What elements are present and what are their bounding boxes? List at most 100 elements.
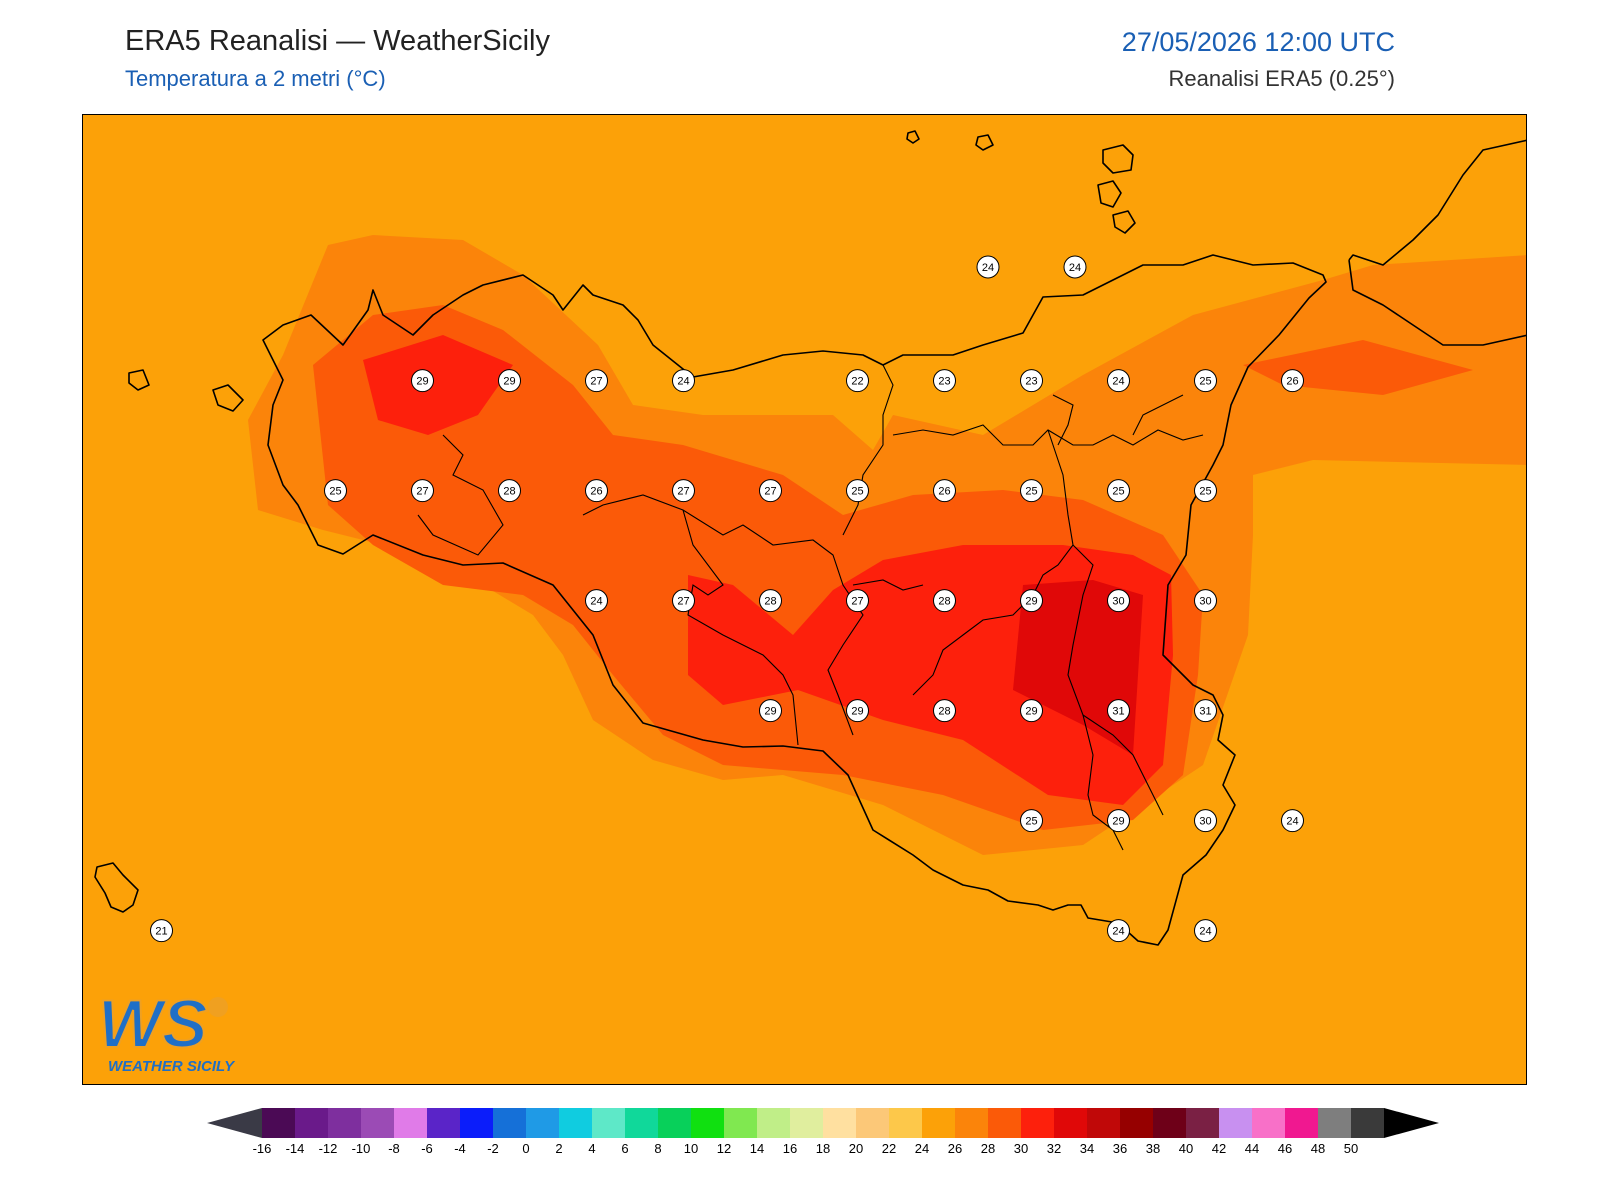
station-label: 30 [1194,589,1217,613]
station-marker [411,369,434,393]
colorbar-swatch [493,1108,526,1138]
colorbar-swatch [823,1108,856,1138]
station-marker [1107,479,1130,503]
station-label: 25 [324,479,347,503]
station-marker [585,369,608,393]
logo-letters: WS [98,986,208,1062]
station-temp: 27 [590,376,602,388]
station-marker [846,699,869,723]
station-temp: 31 [1199,706,1211,718]
fill-t30 [363,335,1173,805]
station-label: 28 [759,589,782,613]
station-label: 26 [585,479,608,503]
station-temp: 25 [1199,376,1211,388]
colorbar-tick-label: 32 [1047,1141,1061,1156]
colorbar-tick-label: 12 [717,1141,731,1156]
station-temp: 25 [851,486,863,498]
station-marker [1020,589,1043,613]
colorbar-swatch [790,1108,823,1138]
aeolian-island-3 [1112,210,1136,234]
colorbar-swatch [295,1108,328,1138]
colorbar-tick-label: 38 [1146,1141,1160,1156]
colorbar-tick-label: 8 [654,1141,661,1156]
station-marker [976,255,1000,279]
station-temp: 25 [1025,816,1037,828]
colorbar-tick-label: 40 [1179,1141,1193,1156]
station-marker [1020,369,1043,393]
station-temp: 27 [677,596,689,608]
station-label: 24 [1194,919,1217,943]
station-temp: 29 [1025,706,1037,718]
station-temp: 24 [982,262,994,274]
station-temp: 28 [938,596,950,608]
colorbar-tick-label: 34 [1080,1141,1094,1156]
station-temp: 28 [764,596,776,608]
station-label: 22 [846,369,869,393]
colorbar-swatch [1252,1108,1285,1138]
station-temp: 24 [1286,816,1298,828]
station-marker [1020,809,1043,833]
colorbar-min-arrow [207,1108,262,1138]
station-label: 31 [1194,699,1217,723]
colorbar-swatch [361,1108,394,1138]
station-temp: 25 [1199,486,1211,498]
station-temp: 29 [764,706,776,718]
colorbar-tick-label: -14 [286,1141,305,1156]
colorbar-tick-label: -6 [421,1141,433,1156]
station-marker [846,589,869,613]
province-border-2 [582,494,864,736]
station-marker [1107,369,1130,393]
colorbar-tick-label: 16 [783,1141,797,1156]
colorbar-tick-label: -8 [388,1141,400,1156]
colorbar-tick-label: 26 [948,1141,962,1156]
colorbar-swatch [559,1108,592,1138]
colorbar-swatch [1351,1108,1384,1138]
station-temp: 30 [1199,816,1211,828]
station-marker [1107,589,1130,613]
colorbar-tick-label: -10 [352,1141,371,1156]
colorbar-tick-label: 44 [1245,1141,1259,1156]
coastline-layer [94,130,1526,946]
colorbar-swatch [1054,1108,1087,1138]
station-temp: 31 [1112,706,1124,718]
province-border-1 [417,434,504,556]
station-temp: 30 [1199,596,1211,608]
station-temp: 29 [416,376,428,388]
data-source: Reanalisi ERA5 (0.25°) [1168,66,1395,91]
province-border-11 [1082,714,1164,816]
province-border-10 [852,579,924,591]
colorbar-swatch [922,1108,955,1138]
station-label: 27 [672,479,695,503]
station-temp: 29 [851,706,863,718]
station-temp: 27 [416,486,428,498]
colorbar-tick-label: 46 [1278,1141,1292,1156]
colorbar-swatch [1087,1108,1120,1138]
colorbar-swatch [625,1108,658,1138]
station-label: 27 [672,589,695,613]
station-marker [672,589,695,613]
province-border-8 [1052,394,1074,446]
province-borders [417,364,1204,851]
colorbar-tick-label: 20 [849,1141,863,1156]
logo-caption: WEATHER SICILY [108,1058,236,1075]
station-temp: 26 [590,486,602,498]
station-label: 26 [1281,369,1304,393]
colorbar-tick-label: 18 [816,1141,830,1156]
station-label: 29 [1107,809,1130,833]
station-marker [1194,369,1217,393]
station-temp: 24 [1199,926,1211,938]
map-title: ERA5 Reanalisi — WeatherSicily [125,25,550,57]
station-marker [1063,255,1087,279]
station-marker [1281,369,1304,393]
province-border-3 [682,509,799,746]
station-marker [672,479,695,503]
station-temp: 27 [764,486,776,498]
aeolian-island-2 [1097,180,1122,208]
colorbar-tick-label: 24 [915,1141,929,1156]
colorbar-tick-label: 6 [621,1141,628,1156]
colorbar-swatch [1219,1108,1252,1138]
station-temp: 30 [1112,596,1124,608]
station-marker [1107,919,1130,943]
colorbar-tick-label: 30 [1014,1141,1028,1156]
station-label: 25 [1194,479,1217,503]
